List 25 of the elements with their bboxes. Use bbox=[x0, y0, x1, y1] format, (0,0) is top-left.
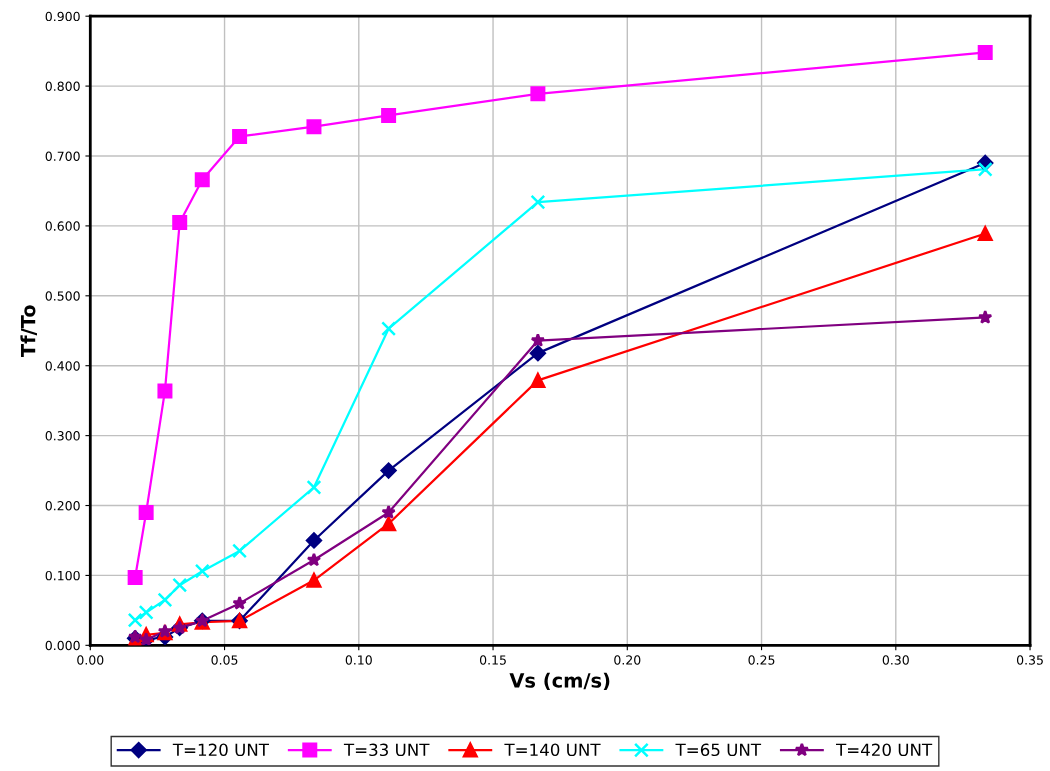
y-tick-label: 0.400 bbox=[45, 361, 80, 371]
legend-label: T=65 UNT bbox=[675, 743, 762, 757]
y-tick-label: 0.700 bbox=[45, 151, 80, 161]
x-tick-label: 0.05 bbox=[211, 655, 238, 665]
x-tick-label: 0.25 bbox=[748, 655, 775, 665]
legend-label: T=420 UNT bbox=[836, 743, 933, 757]
x-tick-label: 0.35 bbox=[1016, 655, 1043, 665]
y-tick-label: 0.600 bbox=[45, 221, 80, 231]
legend-label: T=140 UNT bbox=[504, 743, 601, 757]
x-tick-label: 0.15 bbox=[479, 655, 506, 665]
y-tick-label: 0.100 bbox=[45, 570, 80, 581]
x-tick-label: 0.30 bbox=[882, 655, 909, 665]
y-tick-label: 0.300 bbox=[45, 431, 80, 441]
x-axis-title: Vs (cm/s) bbox=[509, 672, 610, 691]
y-tick-label: 0.900 bbox=[45, 11, 80, 22]
y-tick-label: 0.500 bbox=[45, 291, 80, 301]
y-tick-label: 0.800 bbox=[45, 81, 80, 92]
legend-label: T=120 UNT bbox=[172, 743, 269, 757]
x-tick-label: 0.10 bbox=[345, 655, 372, 665]
x-tick-label: 0.20 bbox=[614, 655, 641, 665]
y-tick-label: 0.200 bbox=[45, 500, 80, 511]
x-tick-label: 0.00 bbox=[77, 655, 104, 665]
y-axis-title: Tf/To bbox=[20, 305, 37, 358]
legend-label: T=33 UNT bbox=[343, 743, 430, 757]
y-tick-label: 0.000 bbox=[45, 640, 80, 651]
